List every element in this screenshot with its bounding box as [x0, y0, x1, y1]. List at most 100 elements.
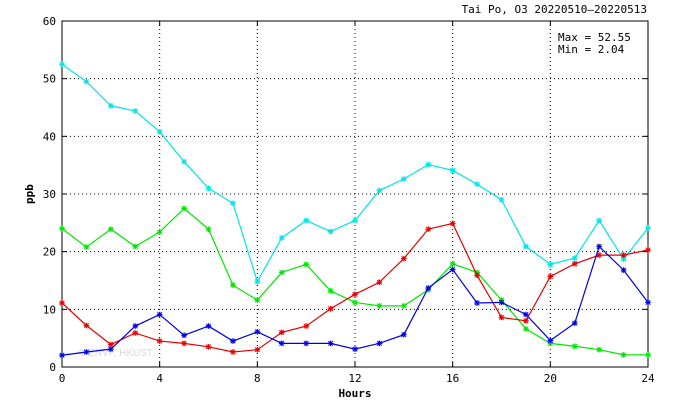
y-tick-label: 40 [43, 130, 56, 143]
data-point [59, 61, 65, 68]
data-point [596, 217, 602, 224]
data-point [181, 158, 187, 165]
data-point [254, 346, 261, 353]
data-point [132, 323, 139, 329]
data-point [645, 352, 651, 358]
data-point [449, 266, 456, 273]
data-point [498, 196, 505, 203]
data-point [303, 340, 309, 347]
data-point [205, 323, 212, 329]
data-point [401, 255, 407, 262]
data-point [83, 322, 90, 329]
x-axis-title: Hours [338, 387, 371, 400]
data-point [547, 337, 554, 344]
data-point [132, 243, 139, 250]
series-3 [59, 220, 651, 355]
data-point [254, 329, 261, 335]
data-point [645, 247, 651, 253]
data-point [327, 288, 334, 294]
data-point [596, 346, 602, 353]
data-point [474, 272, 480, 279]
data-point [620, 267, 627, 273]
data-point [425, 285, 432, 291]
x-tick-label: 16 [446, 372, 459, 385]
data-point [352, 299, 358, 306]
data-point [156, 338, 163, 344]
y-tick-label: 10 [43, 303, 56, 316]
data-point [401, 176, 407, 182]
data-point [620, 352, 627, 358]
data-point [278, 329, 285, 336]
data-point [230, 200, 236, 207]
chart-title: Tai Po, O3 20220510–20220513 [462, 3, 647, 16]
data-point [352, 291, 358, 298]
x-tick-label: 0 [59, 372, 66, 385]
y-tick-label: 60 [43, 15, 56, 28]
data-point [376, 340, 383, 347]
data-point [205, 226, 212, 232]
data-point [83, 78, 90, 85]
axis-ticks: 0 4 8 12 16 20 24 0 10 20 30 40 50 60 [43, 15, 655, 385]
data-point [327, 305, 334, 312]
data-point [59, 300, 65, 306]
data-point [449, 220, 456, 227]
data-point [83, 349, 90, 355]
x-tick-label: 20 [544, 372, 557, 385]
data-point [230, 282, 236, 288]
data-point [108, 226, 114, 232]
data-point [108, 346, 114, 352]
data-point [278, 235, 285, 241]
series-layer [59, 61, 651, 359]
data-point [376, 187, 383, 194]
x-tick-label: 4 [156, 372, 163, 385]
data-point [230, 338, 236, 344]
data-point [132, 108, 139, 114]
data-point [205, 185, 212, 192]
data-point [327, 340, 334, 347]
data-point [205, 344, 212, 350]
data-point [425, 161, 432, 168]
data-point [523, 243, 529, 250]
data-point [523, 326, 529, 332]
data-point [596, 252, 602, 258]
data-point [352, 346, 358, 352]
data-point [278, 269, 285, 276]
data-point [327, 228, 334, 235]
watermark: © ENVF, HKUST [78, 348, 153, 359]
data-point [303, 261, 309, 268]
data-point [181, 205, 187, 212]
min-stat: Min = 2.04 [558, 43, 625, 56]
data-point [571, 255, 578, 261]
y-tick-label: 30 [43, 188, 56, 201]
x-tick-label: 8 [254, 372, 261, 385]
data-point [254, 278, 261, 285]
data-point [425, 226, 432, 232]
data-point [498, 314, 505, 321]
data-point [352, 217, 358, 224]
data-point [571, 260, 578, 267]
series-1 [59, 61, 651, 285]
data-point [156, 311, 163, 318]
data-point [303, 323, 309, 329]
data-point [376, 303, 383, 309]
data-point [108, 102, 114, 109]
data-point [401, 331, 407, 338]
data-point [401, 303, 407, 309]
data-point [156, 229, 163, 235]
data-point [230, 349, 236, 355]
data-point [571, 320, 578, 326]
data-point [278, 340, 285, 347]
data-point [547, 261, 554, 268]
data-point [108, 341, 114, 348]
data-point [596, 243, 602, 250]
data-point [620, 252, 627, 258]
data-point [254, 297, 261, 303]
series-4 [59, 243, 651, 359]
y-tick-label: 0 [49, 361, 56, 374]
y-axis-title: ppb [23, 184, 36, 204]
data-point [523, 318, 529, 324]
data-point [59, 352, 65, 359]
data-point [59, 225, 65, 232]
x-tick-label: 12 [348, 372, 361, 385]
